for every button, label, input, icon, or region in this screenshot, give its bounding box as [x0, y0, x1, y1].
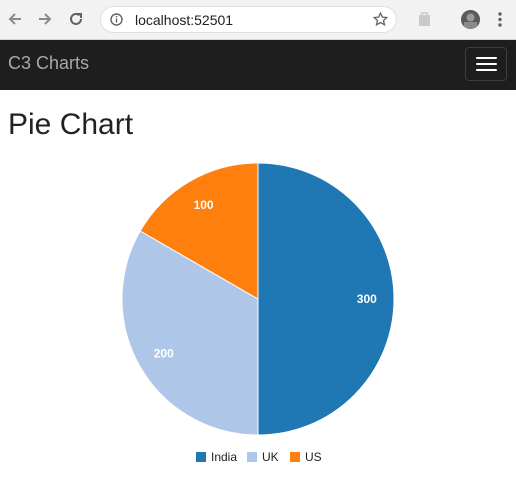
pie-label-india: 300 — [357, 292, 377, 306]
more-vert-icon[interactable] — [497, 11, 503, 28]
legend-item-india[interactable]: India — [196, 450, 237, 464]
pie-slice-us[interactable] — [139, 162, 259, 300]
legend-label: US — [305, 450, 322, 464]
hamburger-icon-bar — [476, 63, 497, 65]
pie-slice-uk[interactable] — [121, 230, 259, 436]
page-title: Pie Chart — [8, 108, 134, 141]
navbar-toggle-button[interactable] — [465, 47, 507, 81]
address-bar[interactable]: localhost:52501 — [100, 6, 397, 33]
bookmark-star-icon[interactable] — [372, 11, 389, 27]
legend-label: UK — [262, 450, 279, 464]
pie-label-us: 100 — [194, 198, 214, 212]
pie-chart: 300 200 100 — [121, 162, 395, 436]
browser-toolbar: localhost:52501 — [0, 0, 516, 40]
profile-avatar[interactable] — [461, 10, 480, 29]
forward-icon[interactable] — [36, 10, 54, 28]
app-navbar: C3 Charts — [0, 40, 516, 90]
brand-link[interactable]: C3 Charts — [8, 53, 90, 73]
chart-legend: India UK US — [0, 450, 516, 466]
reload-icon[interactable] — [67, 10, 85, 28]
legend-swatch — [290, 452, 300, 462]
hamburger-icon — [476, 57, 497, 59]
legend-item-us[interactable]: US — [290, 450, 322, 464]
legend-swatch — [247, 452, 257, 462]
legend-item-uk[interactable]: UK — [247, 450, 279, 464]
hamburger-icon-bar — [476, 69, 497, 71]
url-text[interactable]: localhost:52501 — [135, 12, 234, 28]
pie-label-uk: 200 — [154, 346, 174, 360]
legend-swatch — [196, 452, 206, 462]
back-icon[interactable] — [6, 10, 24, 28]
pie-slice-india[interactable] — [257, 162, 395, 436]
site-info-icon[interactable] — [110, 13, 123, 26]
extension-icon[interactable] — [417, 11, 432, 27]
legend-label: India — [211, 450, 238, 464]
